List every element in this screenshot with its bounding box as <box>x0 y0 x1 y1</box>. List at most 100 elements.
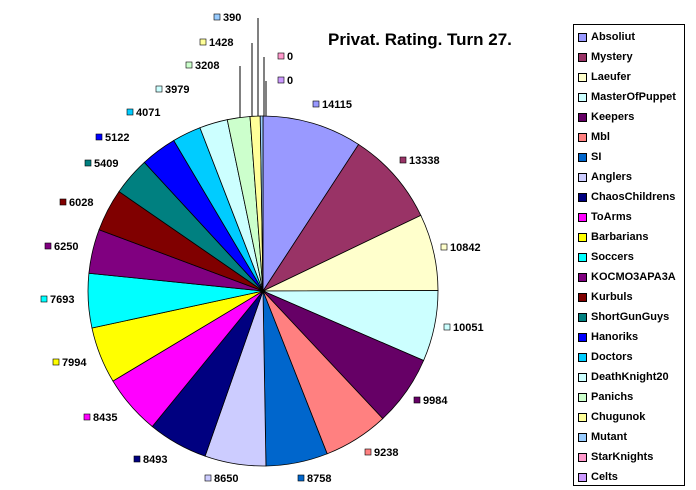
data-label-key <box>399 156 407 164</box>
data-label-key <box>155 85 163 93</box>
legend-item: Keepers <box>578 110 634 124</box>
legend-swatch <box>578 112 587 122</box>
legend-label: Absoliut <box>591 31 635 43</box>
legend-label: ShortGunGuys <box>591 311 670 323</box>
data-label: 9984 <box>423 395 448 407</box>
data-label: 4071 <box>136 107 160 119</box>
data-label: 0 <box>287 75 293 87</box>
data-label: 8493 <box>143 454 167 466</box>
data-label: 3208 <box>195 60 219 72</box>
legend-swatch <box>578 212 587 222</box>
legend-swatch <box>578 132 587 142</box>
legend-label: Doctors <box>591 351 633 363</box>
data-label-key <box>44 242 52 250</box>
data-label-key <box>199 38 207 46</box>
legend-item: Chugunok <box>578 410 645 424</box>
legend-swatch <box>578 152 587 162</box>
data-label-key <box>312 100 320 108</box>
legend-label: ToArms <box>591 211 632 223</box>
legend-item: StarKnights <box>578 450 653 464</box>
data-label: 8758 <box>307 473 331 485</box>
data-label-key <box>185 61 193 69</box>
legend-item: Laeufer <box>578 70 631 84</box>
legend-swatch <box>578 272 587 282</box>
legend-item: Mystery <box>578 50 633 64</box>
data-label: 5409 <box>94 158 118 170</box>
data-label: 8650 <box>214 473 238 485</box>
data-label-key <box>364 448 372 456</box>
data-label-key <box>83 413 91 421</box>
legend-item: Soccers <box>578 250 634 264</box>
legend-label: Soccers <box>591 251 634 263</box>
legend-swatch <box>578 332 587 342</box>
legend-item: KOCMO3APA3A <box>578 270 676 284</box>
data-label: 0 <box>287 51 293 63</box>
legend-label: Laeufer <box>591 71 631 83</box>
legend-item: MasterOfPuppet <box>578 90 676 104</box>
legend-swatch <box>578 412 587 422</box>
legend-item: Mbl <box>578 130 610 144</box>
data-label: 1428 <box>209 37 233 49</box>
data-label-key <box>95 133 103 141</box>
legend-item: ToArms <box>578 210 632 224</box>
legend-label: Celts <box>591 471 618 483</box>
legend-label: SI <box>591 151 602 163</box>
data-label: 6250 <box>54 241 78 253</box>
data-label-key <box>213 13 221 21</box>
legend-label: Hanoriks <box>591 331 639 343</box>
legend-item: ShortGunGuys <box>578 310 669 324</box>
legend-swatch <box>578 72 587 82</box>
data-label: 10842 <box>450 242 481 254</box>
data-label-key <box>413 396 421 404</box>
legend-item: SI <box>578 150 601 164</box>
legend-swatch <box>578 292 587 302</box>
legend-swatch <box>578 92 587 102</box>
pie-slice-mystery <box>261 143 422 292</box>
data-label: 13338 <box>409 155 440 167</box>
legend-label: Barbarians <box>591 231 649 243</box>
pie-slice-absoliut <box>262 115 360 293</box>
legend-label: StarKnights <box>591 451 654 463</box>
data-label-key <box>84 159 92 167</box>
legend-item: Mutant <box>578 430 627 444</box>
legend-label: Panichs <box>591 391 634 403</box>
legend-swatch <box>578 472 587 482</box>
data-label-key <box>126 108 134 116</box>
data-label: 10051 <box>453 322 484 334</box>
legend-swatch <box>578 32 587 42</box>
legend-item: Celts <box>578 470 618 484</box>
legend-label: MasterOfPuppet <box>591 91 676 103</box>
data-label-key <box>277 76 285 84</box>
legend-label: ChaosChildrens <box>591 191 676 203</box>
legend-label: KOCMO3APA3A <box>591 271 676 283</box>
chart-title: Privat. Rating. Turn 27. <box>328 30 512 49</box>
legend-item: Hanoriks <box>578 330 638 344</box>
legend-label: Mutant <box>591 431 628 443</box>
data-label: 3979 <box>165 84 189 96</box>
legend-swatch <box>578 192 587 202</box>
legend-swatch <box>578 52 587 62</box>
legend-item: Anglers <box>578 170 632 184</box>
data-label-key <box>133 455 141 463</box>
legend-item: ChaosChildrens <box>578 190 675 204</box>
legend-swatch <box>578 392 587 402</box>
data-label-key <box>440 243 448 251</box>
legend-item: Panichs <box>578 390 633 404</box>
legend-label: Keepers <box>591 111 635 123</box>
data-label-key <box>443 323 451 331</box>
data-label: 5122 <box>105 132 129 144</box>
legend-label: DeathKnight20 <box>591 371 669 383</box>
legend-swatch <box>578 432 587 442</box>
data-label-key <box>59 198 67 206</box>
data-label: 7994 <box>62 357 87 369</box>
legend-swatch <box>578 312 587 322</box>
data-label-key <box>40 295 48 303</box>
legend-swatch <box>578 352 587 362</box>
legend-swatch <box>578 372 587 382</box>
data-label: 9238 <box>374 447 398 459</box>
legend-swatch <box>578 452 587 462</box>
data-label-key <box>204 474 212 482</box>
legend-swatch <box>578 172 587 182</box>
